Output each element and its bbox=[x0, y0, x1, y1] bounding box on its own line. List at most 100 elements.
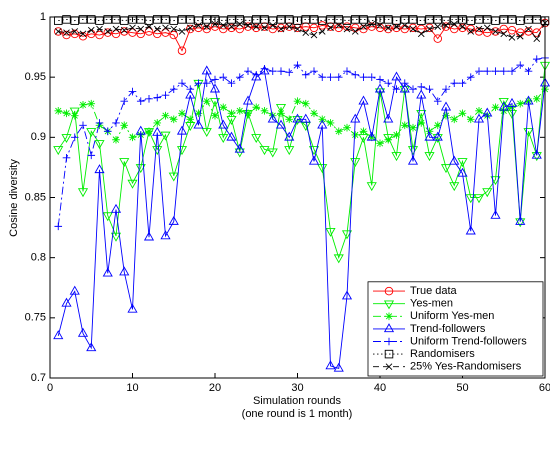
marker bbox=[103, 15, 112, 24]
marker bbox=[78, 32, 88, 41]
marker bbox=[407, 146, 419, 156]
marker bbox=[473, 113, 485, 123]
marker bbox=[301, 70, 310, 79]
marker bbox=[276, 15, 286, 24]
marker bbox=[309, 15, 319, 24]
marker bbox=[112, 25, 120, 33]
y-tick-label: 0.7 bbox=[31, 372, 46, 384]
legend-label: True data bbox=[410, 285, 458, 297]
marker bbox=[409, 123, 417, 132]
y-tick-label: 0.9 bbox=[31, 131, 46, 143]
y-tick-label: 0.75 bbox=[25, 312, 46, 324]
marker bbox=[368, 20, 376, 28]
marker bbox=[235, 15, 244, 24]
marker bbox=[417, 119, 426, 127]
marker bbox=[119, 266, 130, 276]
marker bbox=[400, 15, 410, 24]
marker bbox=[492, 28, 499, 35]
marker bbox=[260, 15, 269, 24]
marker bbox=[317, 119, 328, 129]
marker bbox=[185, 89, 196, 99]
marker bbox=[374, 83, 386, 93]
marker bbox=[285, 15, 294, 24]
marker bbox=[129, 24, 136, 32]
y-tick-label: 0.95 bbox=[25, 71, 46, 83]
marker bbox=[185, 15, 195, 24]
marker bbox=[499, 67, 508, 75]
marker bbox=[334, 15, 344, 24]
marker bbox=[524, 15, 533, 24]
marker bbox=[532, 95, 541, 103]
marker bbox=[483, 15, 492, 24]
marker bbox=[177, 46, 187, 55]
marker bbox=[433, 97, 442, 106]
marker bbox=[450, 15, 459, 24]
legend-label: Yes-men bbox=[410, 298, 453, 310]
marker bbox=[194, 109, 203, 118]
marker bbox=[69, 285, 80, 295]
marker bbox=[449, 155, 460, 165]
marker bbox=[293, 61, 302, 69]
marker bbox=[252, 23, 260, 30]
marker bbox=[203, 23, 211, 30]
marker bbox=[383, 113, 394, 123]
marker bbox=[267, 148, 278, 158]
marker bbox=[178, 79, 186, 87]
marker bbox=[120, 121, 129, 130]
marker bbox=[275, 119, 287, 129]
legend-marker bbox=[385, 337, 393, 346]
marker bbox=[86, 15, 96, 24]
marker bbox=[440, 101, 452, 111]
marker bbox=[499, 24, 509, 34]
marker bbox=[96, 25, 103, 33]
marker bbox=[292, 116, 303, 125]
marker bbox=[285, 68, 294, 77]
marker bbox=[127, 303, 138, 313]
marker bbox=[376, 75, 384, 84]
marker bbox=[532, 15, 542, 24]
marker bbox=[417, 30, 425, 38]
marker bbox=[490, 176, 501, 186]
marker bbox=[333, 362, 344, 372]
marker bbox=[350, 113, 361, 123]
marker bbox=[343, 25, 351, 33]
marker bbox=[334, 23, 344, 33]
marker bbox=[227, 109, 236, 118]
marker bbox=[326, 119, 335, 127]
marker bbox=[145, 127, 153, 136]
marker bbox=[152, 126, 163, 136]
marker bbox=[341, 290, 353, 300]
marker bbox=[326, 73, 335, 81]
marker bbox=[120, 97, 129, 106]
marker bbox=[425, 15, 434, 24]
marker bbox=[450, 24, 459, 34]
marker bbox=[466, 115, 475, 124]
marker bbox=[53, 146, 64, 156]
marker bbox=[161, 15, 170, 24]
marker bbox=[375, 15, 385, 24]
marker bbox=[524, 67, 533, 75]
marker bbox=[201, 128, 212, 138]
marker bbox=[392, 85, 401, 93]
marker bbox=[342, 22, 352, 31]
marker bbox=[466, 24, 476, 34]
marker bbox=[178, 28, 186, 35]
marker bbox=[524, 27, 533, 36]
marker bbox=[193, 119, 204, 129]
marker bbox=[234, 143, 245, 153]
marker bbox=[86, 128, 97, 138]
marker bbox=[441, 22, 451, 31]
marker bbox=[399, 83, 410, 93]
marker bbox=[86, 342, 97, 352]
marker bbox=[507, 25, 517, 35]
marker bbox=[136, 97, 145, 106]
marker bbox=[301, 15, 311, 24]
marker bbox=[359, 127, 368, 136]
x-tick-label: 50 bbox=[456, 382, 468, 394]
marker bbox=[202, 24, 211, 34]
marker bbox=[251, 15, 261, 24]
marker bbox=[384, 135, 393, 144]
marker bbox=[79, 30, 87, 38]
marker bbox=[243, 22, 253, 31]
marker bbox=[449, 182, 460, 192]
